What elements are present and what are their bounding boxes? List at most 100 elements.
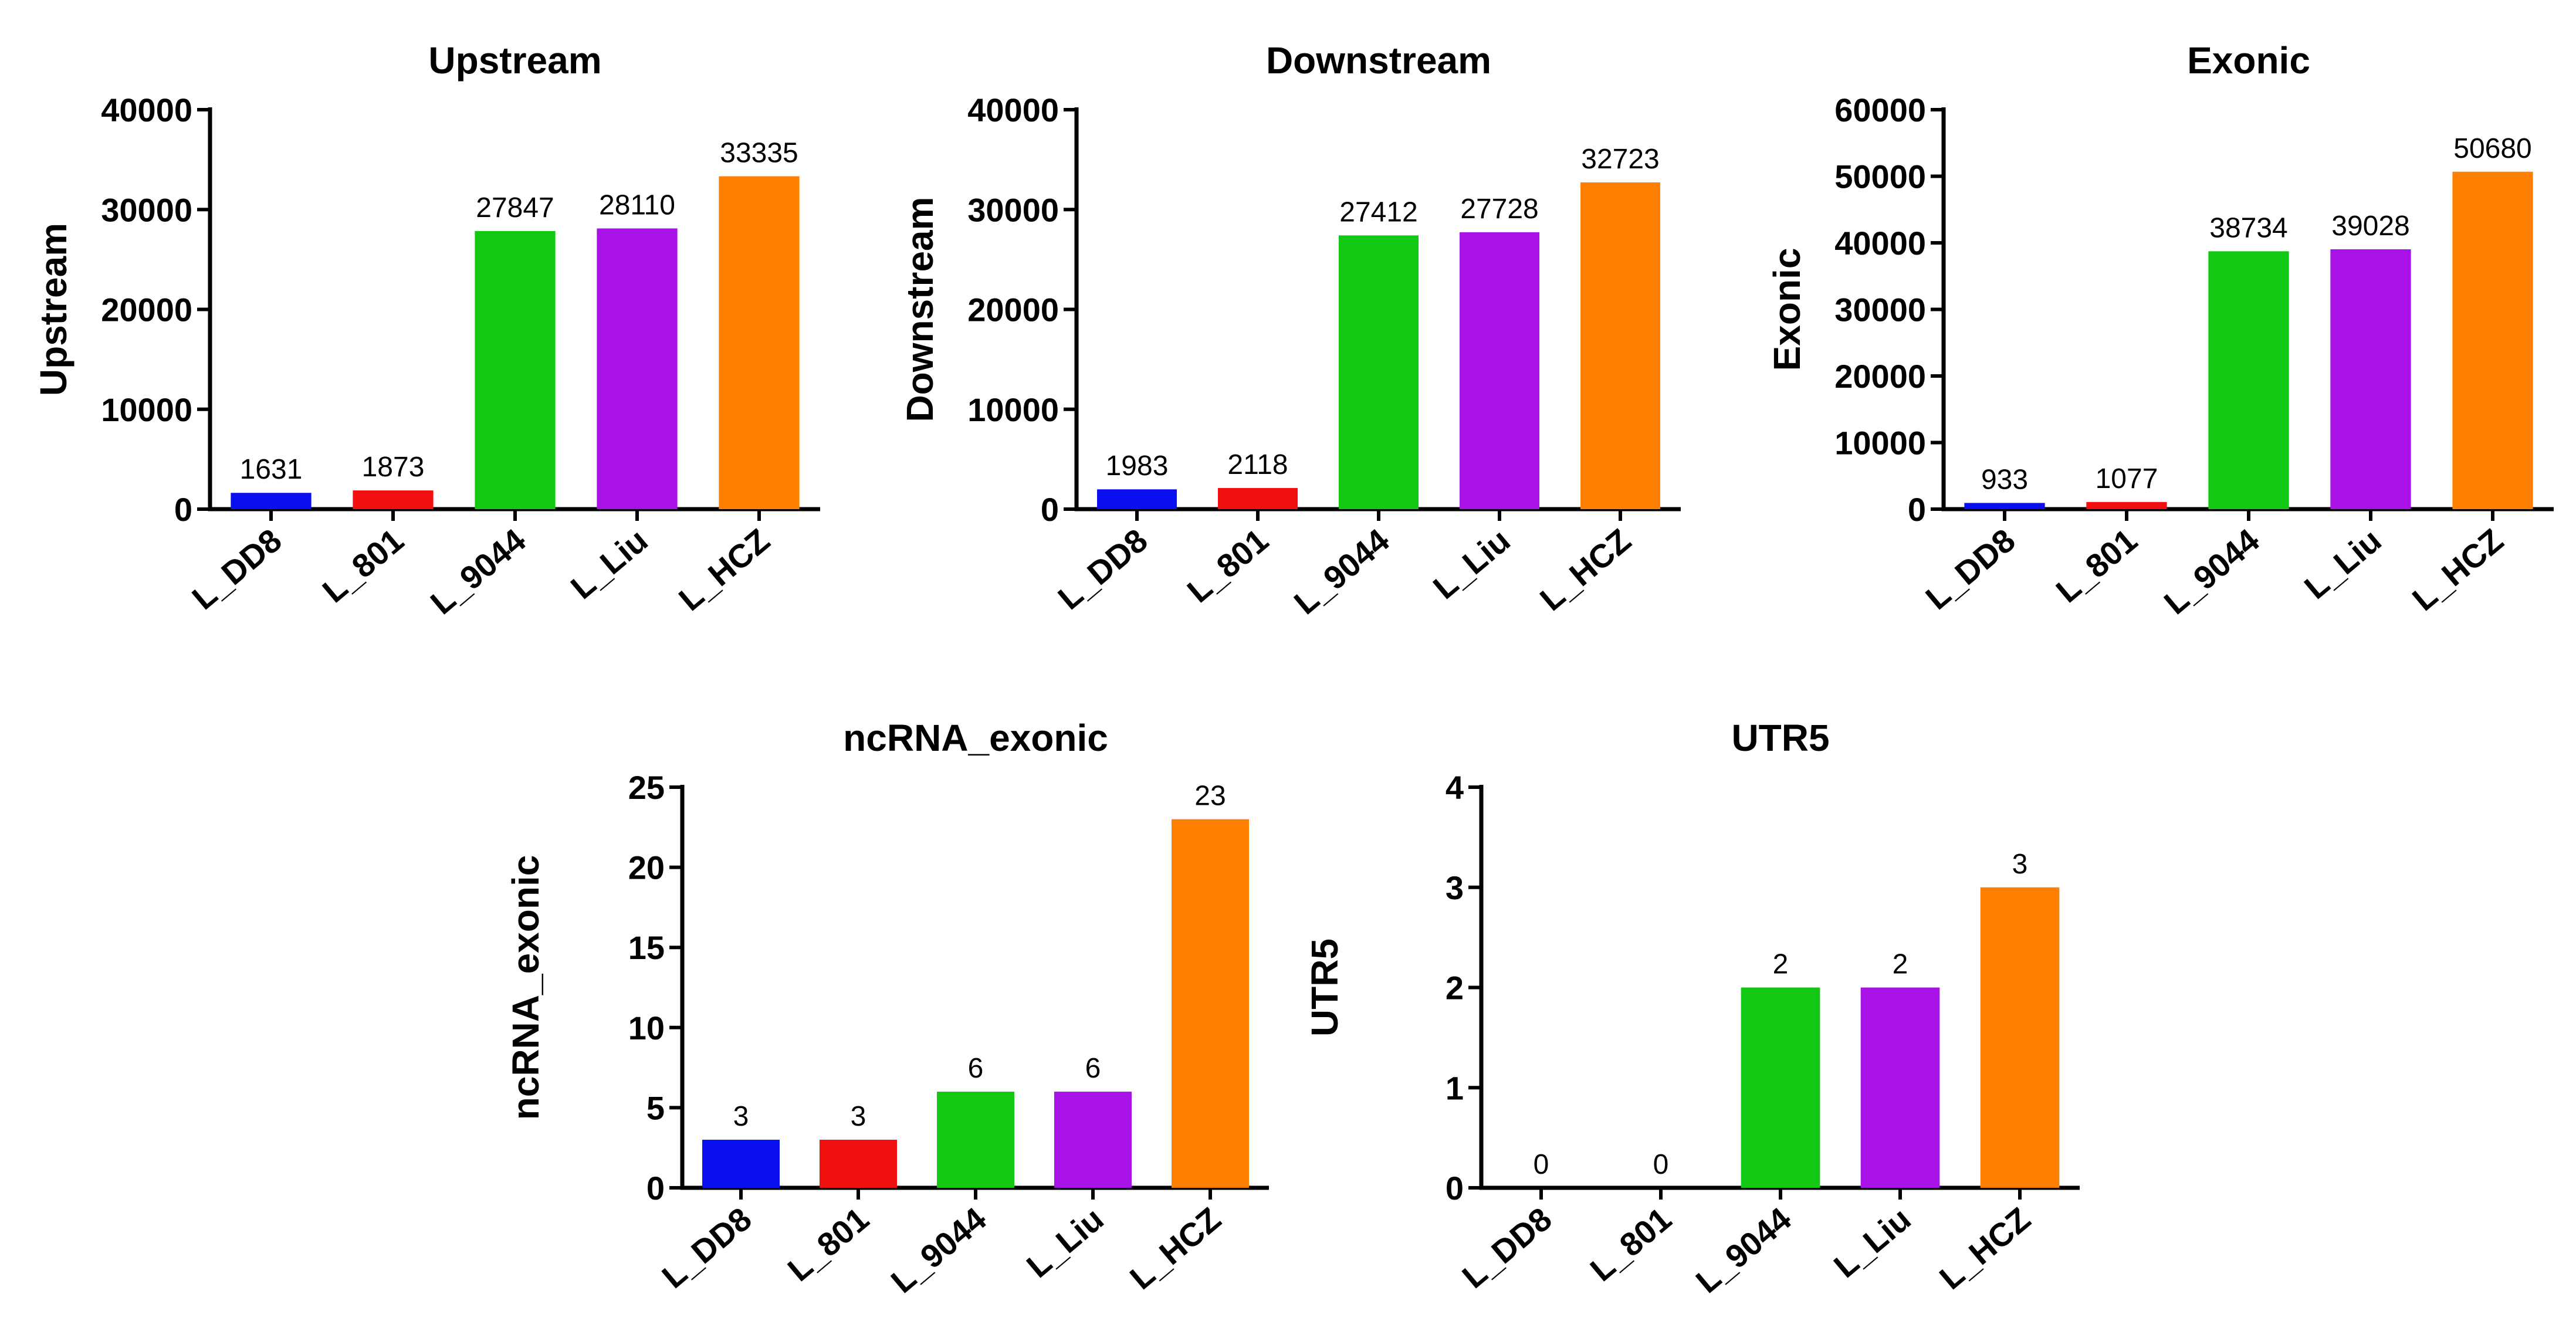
bar-l-liu xyxy=(2330,249,2411,509)
chart-title: Downstream xyxy=(1266,39,1491,82)
data-label: 28110 xyxy=(599,189,675,221)
y-axis-label: Exonic xyxy=(1766,248,1808,371)
bar-l-hcz xyxy=(2452,171,2533,510)
y-tick-label: 0 xyxy=(1041,491,1059,528)
bar-l-dd8 xyxy=(1964,503,2045,509)
bar-l-9044 xyxy=(475,231,556,509)
x-tick-label: L_Liu xyxy=(1020,1200,1111,1285)
data-label: 3 xyxy=(851,1101,866,1132)
bar-l-9044 xyxy=(2208,251,2289,509)
y-axis-label: Downstream xyxy=(899,197,941,422)
y-tick-label: 20000 xyxy=(967,292,1059,328)
x-tick-label: L_Liu xyxy=(2297,521,2388,606)
x-tick-label: L_801 xyxy=(1583,1200,1678,1288)
chart-title: Upstream xyxy=(428,39,601,82)
y-tick-label: 10000 xyxy=(101,391,192,428)
bar-l-hcz xyxy=(1172,819,1249,1188)
bar-l-liu xyxy=(1860,987,1940,1188)
x-tick-label: L_801 xyxy=(2049,521,2144,609)
y-tick-label: 20 xyxy=(628,849,665,886)
bar-l-dd8 xyxy=(1097,489,1177,509)
y-tick-label: 15 xyxy=(628,929,665,966)
data-label: 6 xyxy=(968,1053,984,1084)
data-label: 3 xyxy=(733,1101,749,1132)
data-label: 0 xyxy=(1534,1149,1549,1180)
data-label: 1631 xyxy=(240,454,303,485)
data-label: 32723 xyxy=(1581,144,1659,175)
data-label: 3 xyxy=(2012,849,2028,880)
x-tick-label: L_9044 xyxy=(2157,521,2266,621)
chart-title: Exonic xyxy=(2187,39,2310,82)
x-tick-label: L_Liu xyxy=(564,521,655,606)
y-tick-label: 25 xyxy=(628,769,665,806)
x-tick-label: L_9044 xyxy=(1689,1200,1798,1300)
y-tick-label: 40000 xyxy=(967,92,1059,128)
data-label: 6 xyxy=(1085,1053,1101,1084)
y-axis-label: UTR5 xyxy=(1304,939,1346,1036)
data-label: 0 xyxy=(1653,1149,1669,1180)
x-tick-label: L_DD8 xyxy=(1455,1200,1558,1295)
bar-l-801 xyxy=(353,490,434,509)
bar-l-9044 xyxy=(1741,987,1820,1188)
data-label: 933 xyxy=(1981,464,2028,495)
bar-l-801 xyxy=(1218,487,1298,509)
bar-l-hcz xyxy=(1580,182,1660,509)
x-tick-label: L_9044 xyxy=(884,1200,993,1300)
bar-l-hcz xyxy=(719,176,800,509)
data-label: 23 xyxy=(1194,781,1226,812)
x-tick-label: L_801 xyxy=(1180,521,1275,609)
chart-upstream: Upstream Upstream 0 10000 20000 30000 40000 163… xyxy=(32,39,820,621)
y-axis-label: Upstream xyxy=(32,223,75,396)
x-tick-label: L_Liu xyxy=(1426,521,1517,606)
x-tick-label: L_HCZ xyxy=(672,521,777,618)
bar-l-dd8 xyxy=(702,1140,780,1188)
y-tick-label: 0 xyxy=(1446,1170,1464,1207)
data-label: 1983 xyxy=(1106,450,1169,482)
y-tick-label: 10000 xyxy=(967,391,1059,428)
bar-l-hcz xyxy=(1980,887,2060,1188)
x-tick-label: L_DD8 xyxy=(1918,521,2022,616)
y-tick-label: 30000 xyxy=(1834,292,1926,328)
y-tick-label: 0 xyxy=(1908,491,1926,528)
x-tick-label: L_Liu xyxy=(1827,1200,1918,1285)
x-tick-label: L_HCZ xyxy=(1932,1200,2037,1296)
data-label: 33335 xyxy=(720,137,798,168)
bar-l-liu xyxy=(597,228,678,509)
y-tick-label: 60000 xyxy=(1834,92,1926,128)
y-tick-label: 5 xyxy=(646,1089,665,1126)
data-label: 27412 xyxy=(1339,197,1417,228)
y-tick-label: 4 xyxy=(1446,769,1464,806)
data-label: 27728 xyxy=(1460,194,1538,225)
data-label: 2 xyxy=(1773,949,1789,980)
data-label: 2 xyxy=(1893,949,1908,980)
x-tick-label: L_DD8 xyxy=(185,521,288,616)
y-tick-label: 20000 xyxy=(101,292,192,328)
y-axis-label: ncRNA_exonic xyxy=(505,855,547,1120)
x-tick-label: L_HCZ xyxy=(2405,521,2510,618)
data-label: 2118 xyxy=(1227,449,1288,480)
data-label: 1873 xyxy=(362,452,425,483)
chart-title: UTR5 xyxy=(1731,717,1829,759)
x-tick-label: L_801 xyxy=(781,1200,876,1288)
chart-downstream: Downstream Downstream 0 10000 20000 30000 4000… xyxy=(899,39,1681,621)
bar-l-dd8 xyxy=(231,493,312,509)
y-tick-label: 3 xyxy=(1446,869,1464,906)
x-tick-label: L_HCZ xyxy=(1123,1200,1228,1296)
y-tick-label: 30000 xyxy=(101,191,192,228)
y-tick-label: 50000 xyxy=(1834,158,1926,195)
y-tick-label: 30000 xyxy=(967,191,1059,228)
y-tick-label: 40000 xyxy=(101,92,192,128)
y-tick-label: 0 xyxy=(646,1170,665,1207)
y-tick-label: 40000 xyxy=(1834,225,1926,262)
y-tick-label: 10 xyxy=(628,1009,665,1046)
data-label: 50680 xyxy=(2453,133,2531,164)
y-tick-label: 20000 xyxy=(1834,358,1926,395)
chart-ncrna-exonic: ncRNA_exonic ncRNA_exonic 0 5 10 15 20 25 3 L_DD8… xyxy=(505,717,1269,1300)
bar-l-9044 xyxy=(1339,235,1419,509)
x-tick-label: L_9044 xyxy=(1287,521,1396,621)
chart-title: ncRNA_exonic xyxy=(843,717,1108,759)
data-label: 39028 xyxy=(2331,211,2409,242)
x-tick-label: L_DD8 xyxy=(1051,521,1154,616)
y-tick-label: 0 xyxy=(174,491,192,528)
